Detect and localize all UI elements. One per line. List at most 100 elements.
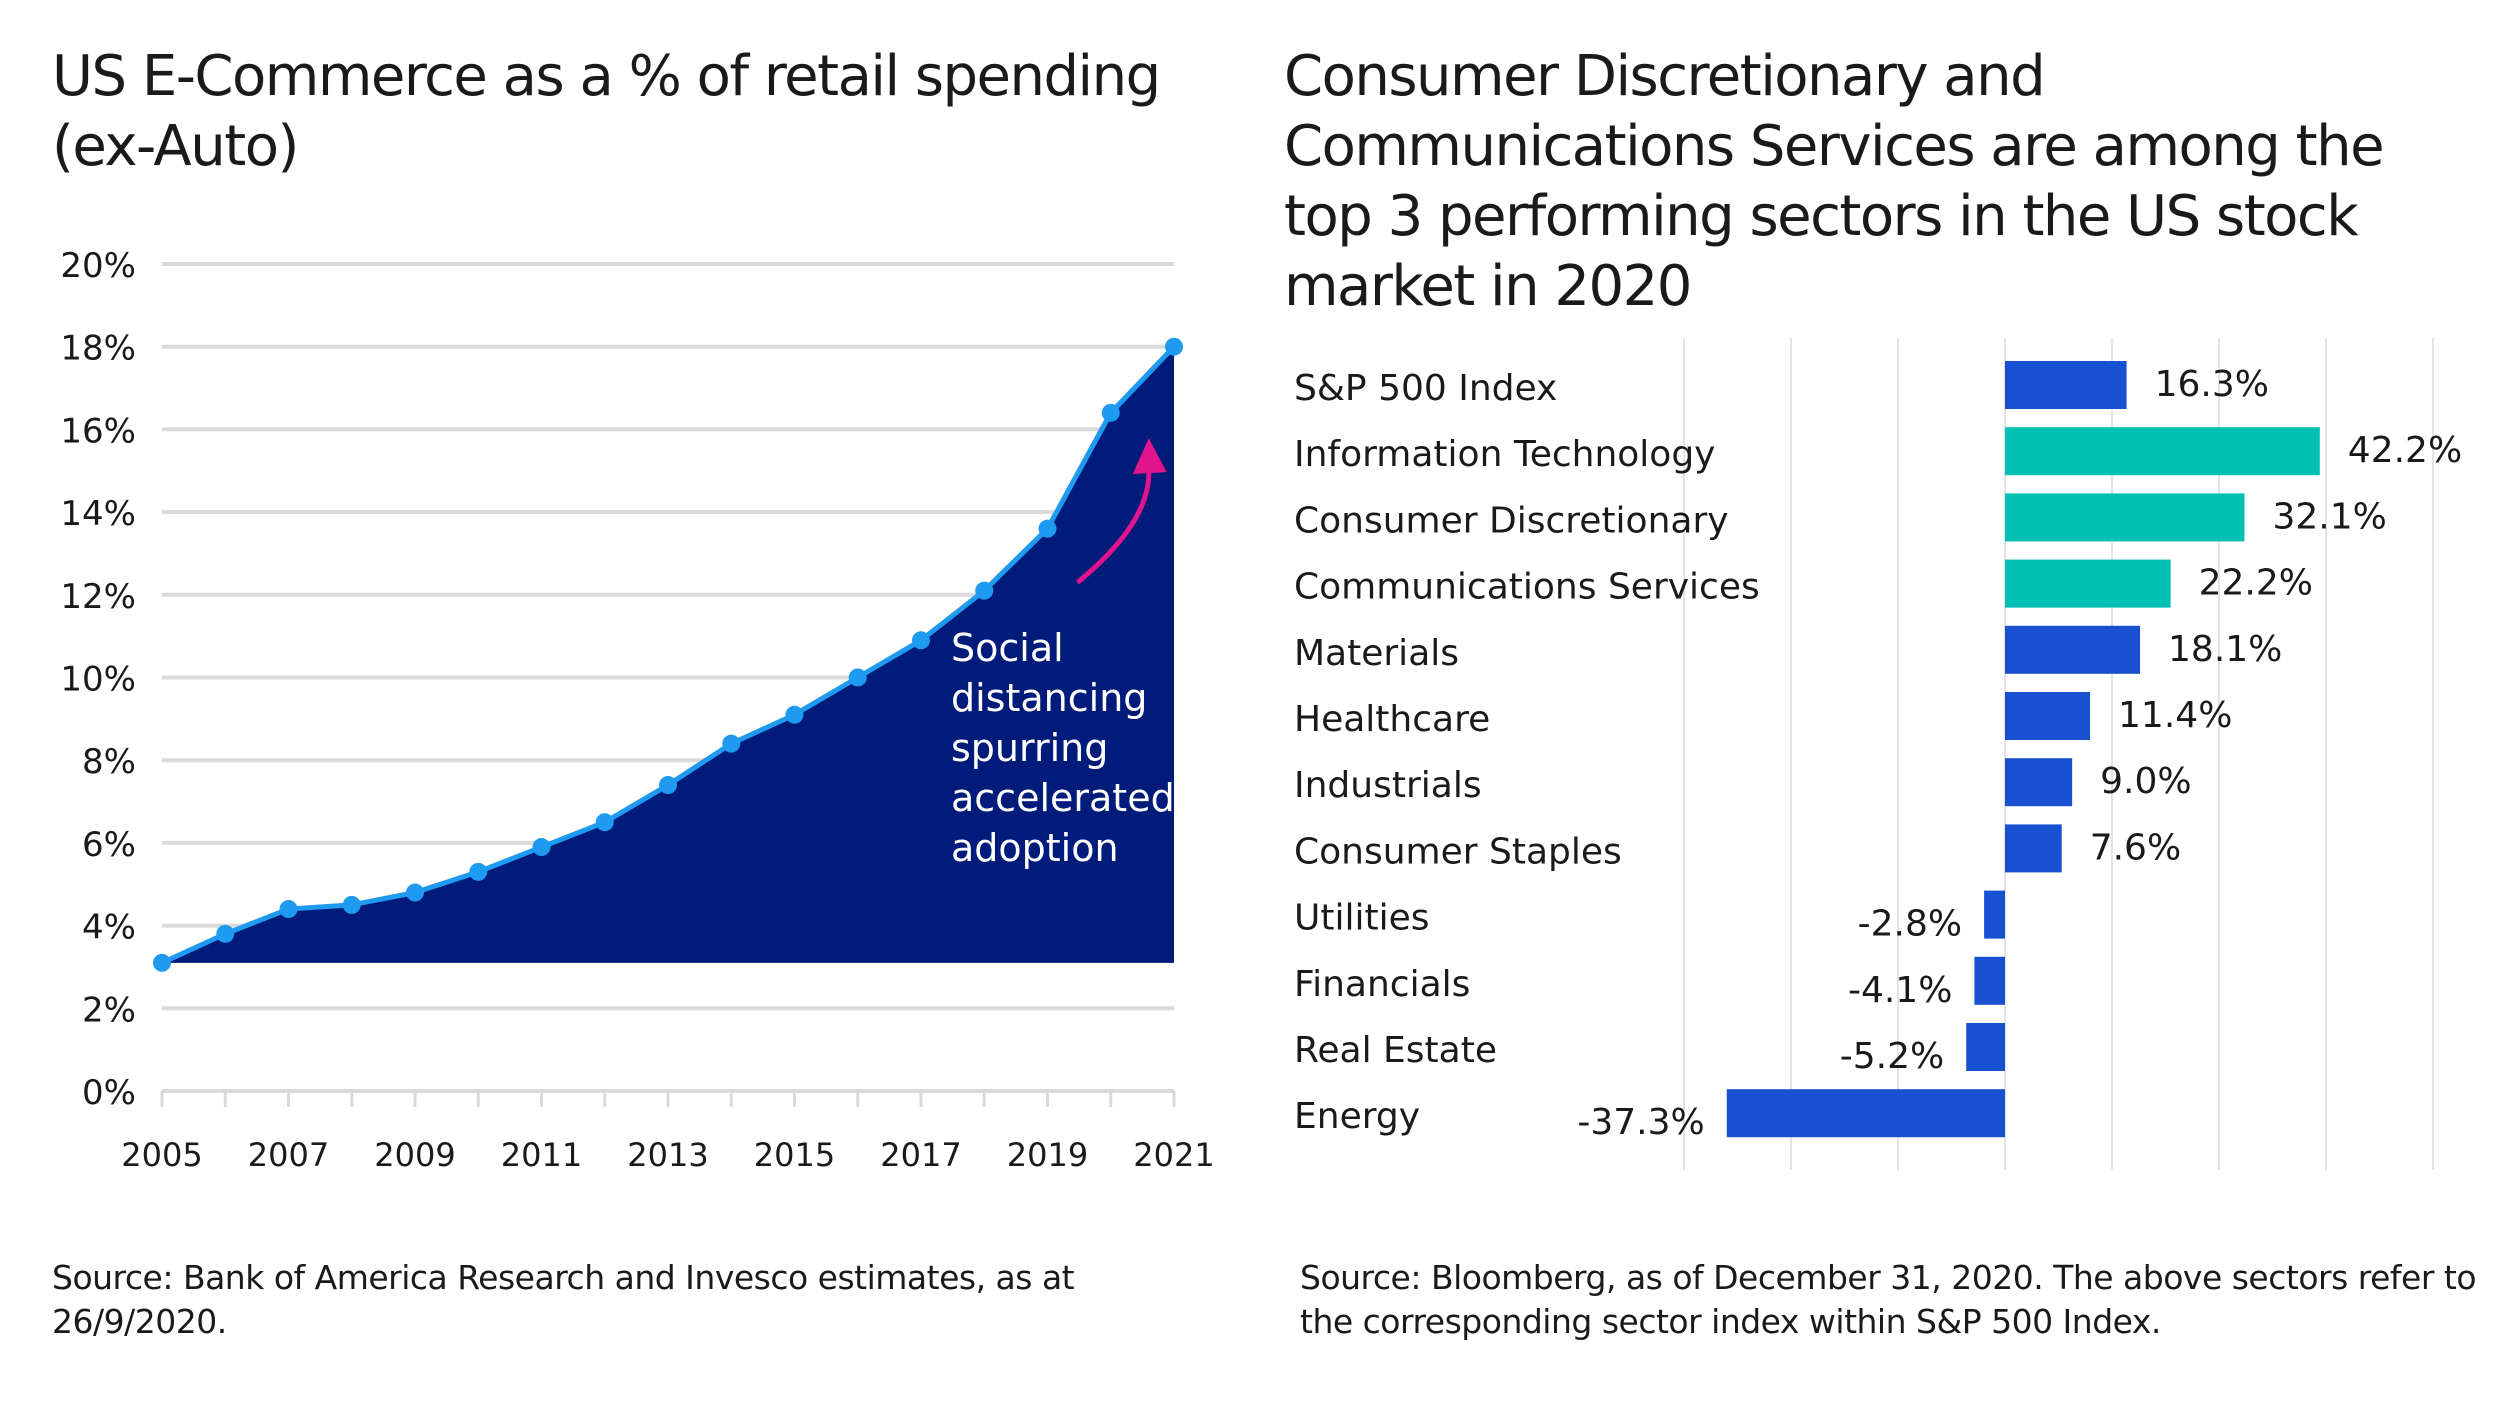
left-source-note: Source: Bank of America Research and Inv… xyxy=(52,1258,1075,1341)
y-tick-label: 8% xyxy=(82,742,136,782)
sector-bar-chart: S&P 500 Index 16.3% Information Technology… xyxy=(1294,338,2462,1170)
x-tick-label: 2007 xyxy=(248,1136,329,1174)
value-label: 22.2% xyxy=(2199,563,2313,604)
annotation-line: Social xyxy=(951,626,1064,670)
bar-row: Industrials 9.0% xyxy=(1294,758,2192,807)
bar xyxy=(1974,956,2005,1005)
data-point xyxy=(912,631,930,650)
x-tick-label: 2015 xyxy=(754,1136,835,1174)
bar-row: Materials 18.1% xyxy=(1294,625,2282,674)
data-point xyxy=(785,705,804,724)
bar xyxy=(1966,1023,2005,1071)
y-axis-tick-labels: 0% 2% 4% 6% 8% 10% 12% 14% 16% 18% 20% xyxy=(60,246,136,1113)
data-point xyxy=(532,838,551,857)
data-point xyxy=(659,776,677,795)
y-tick-label: 20% xyxy=(60,246,136,286)
bar-row: Financials -4.1% xyxy=(1294,956,2005,1011)
category-label: Real Estate xyxy=(1294,1030,1497,1071)
value-label: 32.1% xyxy=(2272,496,2386,537)
data-point xyxy=(975,581,994,600)
y-tick-label: 6% xyxy=(82,825,136,865)
annotation-line: adoption xyxy=(951,826,1119,870)
category-label: Financials xyxy=(1294,964,1470,1005)
bar-row: S&P 500 Index 16.3% xyxy=(1294,361,2269,409)
y-tick-label: 18% xyxy=(60,329,136,369)
right-chart-title: Consumer Discretionary and Communication… xyxy=(1284,44,2385,319)
y-tick-label: 12% xyxy=(60,577,136,617)
x-tick-label: 2021 xyxy=(1133,1136,1214,1174)
bar xyxy=(2005,493,2245,542)
value-label: -37.3% xyxy=(1577,1102,1704,1143)
bar-row: Communications Services 22.2% xyxy=(1294,559,2313,608)
bar xyxy=(2005,758,2073,807)
category-label: Healthcare xyxy=(1294,699,1490,740)
annotation-line: distancing xyxy=(951,676,1147,720)
data-point xyxy=(216,924,235,943)
category-label: Information Technology xyxy=(1294,434,1716,475)
category-label: Industrials xyxy=(1294,765,1482,806)
data-point xyxy=(153,953,171,972)
x-tick-label: 2011 xyxy=(501,1136,582,1174)
x-tick-label: 2019 xyxy=(1007,1136,1088,1174)
category-label: Consumer Staples xyxy=(1294,831,1622,872)
data-point xyxy=(279,900,298,919)
x-tick-label: 2013 xyxy=(627,1136,708,1174)
data-point xyxy=(1101,403,1120,422)
annotation-line: spurring xyxy=(951,726,1108,770)
data-point xyxy=(342,895,361,914)
bar-row: Real Estate -5.2% xyxy=(1294,1023,2005,1077)
value-label: -2.8% xyxy=(1858,904,1962,945)
ecommerce-area-chart: 0%2%4%6%8%10%12%14%16%18%20% 2005 2007 200… xyxy=(60,246,1215,1174)
value-label: -4.1% xyxy=(1848,970,1952,1011)
y-tick-label: 0% xyxy=(82,1073,136,1113)
y-tick-label: 16% xyxy=(60,411,136,451)
annotation-line: accelerated xyxy=(951,776,1175,820)
bar-row: Consumer Discretionary 32.1% xyxy=(1294,493,2387,542)
value-label: 18.1% xyxy=(2168,629,2282,670)
arrowhead-icon xyxy=(1132,438,1167,475)
x-tick-label: 2005 xyxy=(121,1136,202,1174)
data-points xyxy=(153,337,1183,972)
value-label: -5.2% xyxy=(1840,1036,1944,1077)
data-point xyxy=(469,862,488,881)
data-point xyxy=(722,734,741,753)
value-label: 16.3% xyxy=(2155,364,2269,405)
value-label: 11.4% xyxy=(2118,695,2232,736)
right-source-note: Source: Bloomberg, as of December 31, 20… xyxy=(1300,1258,2477,1341)
x-gridlines xyxy=(1683,338,2434,1170)
data-point xyxy=(848,668,867,687)
bar xyxy=(2005,625,2141,674)
bar-row: Consumer Staples 7.6% xyxy=(1294,824,2181,873)
data-point xyxy=(1038,519,1057,538)
data-point xyxy=(1165,337,1183,356)
x-tick-label: 2017 xyxy=(880,1136,961,1174)
left-chart-title: US E-Commerce as a % of retail spending … xyxy=(52,44,1161,179)
category-label: Energy xyxy=(1294,1096,1420,1137)
annotation-text: Social distancing spurring accelerated adopt… xyxy=(951,626,1175,870)
y-tick-label: 4% xyxy=(82,908,136,948)
data-point xyxy=(406,883,424,902)
bar-row: Healthcare 11.4% xyxy=(1294,692,2232,740)
value-label: 42.2% xyxy=(2348,430,2462,471)
y-tick-label: 14% xyxy=(60,494,136,534)
category-label: Communications Services xyxy=(1294,567,1760,608)
area-fill xyxy=(162,346,1174,963)
category-label: Consumer Discretionary xyxy=(1294,500,1729,541)
x-axis-ticks: 2005 2007 2009 2011 2013 2015 2017 2019 2021 xyxy=(121,1091,1215,1174)
bar xyxy=(2005,361,2127,409)
category-label: Materials xyxy=(1294,633,1459,674)
bar-row: Energy -37.3% xyxy=(1294,1089,2005,1143)
bar-row: Utilities -2.8% xyxy=(1294,890,2005,945)
bar xyxy=(2005,559,2171,608)
value-label: 7.6% xyxy=(2090,827,2181,868)
bar xyxy=(2005,824,2062,873)
data-point xyxy=(595,813,614,832)
bar-rows: S&P 500 Index 16.3% Information Technology… xyxy=(1294,361,2462,1143)
bar-row: Information Technology 42.2% xyxy=(1294,427,2462,476)
category-label: S&P 500 Index xyxy=(1294,368,1557,409)
x-tick-label: 2009 xyxy=(374,1136,455,1174)
bar xyxy=(2005,427,2320,476)
y-tick-label: 2% xyxy=(82,990,136,1030)
bar xyxy=(1984,890,2005,939)
value-label: 9.0% xyxy=(2100,761,2191,802)
